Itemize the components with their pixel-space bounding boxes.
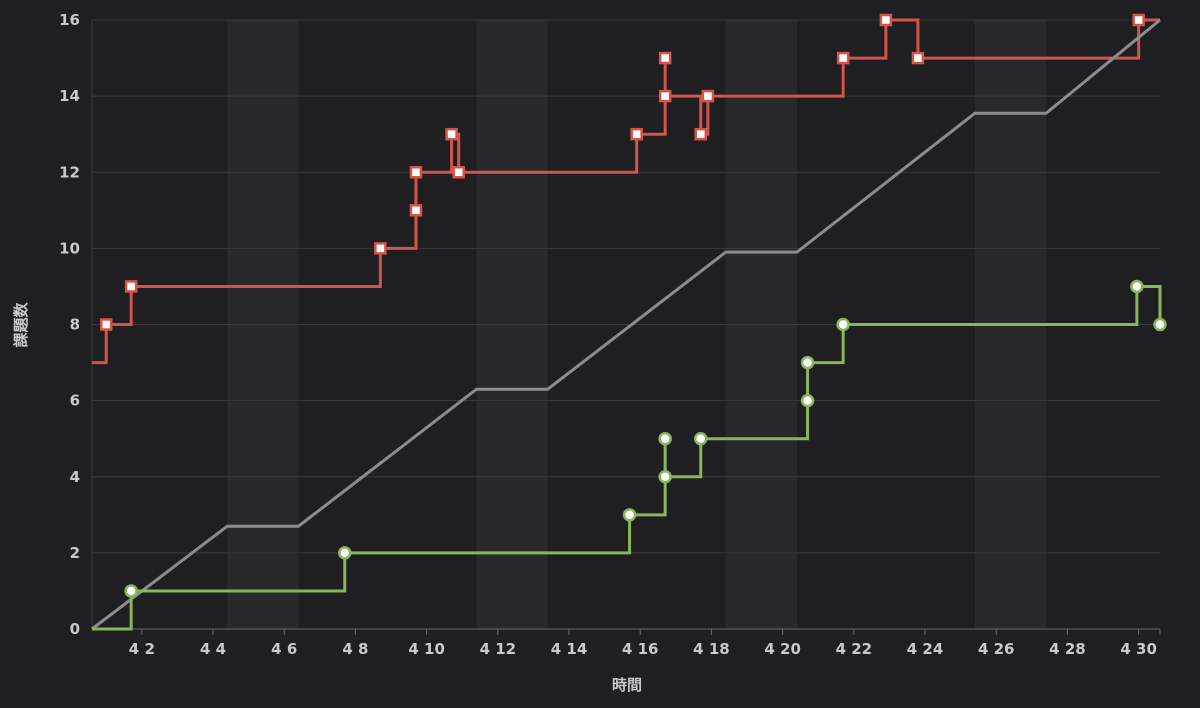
x-tick-label: 4 10: [408, 640, 445, 658]
data-point-square: [1132, 13, 1145, 27]
data-point-square: [658, 89, 672, 103]
data-point-circle: [658, 470, 672, 484]
x-tick-label: 4 14: [551, 640, 588, 658]
data-point-circle: [836, 317, 850, 332]
data-point-square: [409, 204, 423, 217]
x-tick-label: 4 4: [200, 640, 226, 658]
data-point-square: [124, 280, 138, 293]
series-lines: [91, 18, 1162, 631]
series-line: [92, 18, 1160, 365]
data-point-circle: [658, 431, 672, 446]
data-point-square: [99, 318, 113, 331]
data-point-square: [911, 51, 925, 65]
data-point-circle: [124, 584, 138, 598]
data-point-circle: [1130, 279, 1144, 294]
data-point-circle: [694, 431, 708, 446]
y-tick-label: 6: [70, 392, 80, 410]
x-tick-label: 4 6: [271, 640, 297, 658]
series-markers: [99, 13, 1167, 598]
data-point-square: [409, 166, 423, 179]
x-tick-label: 4 30: [1120, 640, 1157, 658]
data-point-circle: [800, 393, 815, 408]
y-tick-label: 10: [59, 239, 80, 257]
data-point-circle: [800, 355, 815, 370]
y-tick-label: 2: [70, 544, 80, 562]
x-tick-label: 4 2: [129, 640, 155, 658]
x-tick-label: 4 28: [1049, 640, 1086, 658]
y-tick-label: 0: [70, 620, 80, 638]
data-point-circle: [1153, 317, 1167, 332]
x-tick-label: 4 26: [978, 640, 1015, 658]
x-axis-title: 時間: [612, 676, 642, 694]
series-line: [91, 18, 1161, 631]
data-point-square: [879, 13, 893, 27]
data-point-circle: [622, 508, 637, 522]
data-point-square: [630, 127, 643, 141]
y-tick-label: 12: [59, 163, 80, 181]
x-tick-label: 4 8: [342, 640, 368, 658]
y-tick-label: 8: [70, 316, 80, 334]
y-axis-title: 課題数: [12, 302, 30, 348]
x-tick-label: 4 22: [836, 640, 873, 658]
data-point-circle: [338, 546, 352, 560]
data-point-square: [445, 127, 458, 141]
x-tick-label: 4 16: [622, 640, 659, 658]
y-tick-label: 14: [59, 87, 80, 105]
y-tick-label: 4: [70, 468, 80, 486]
x-tick-label: 4 24: [907, 640, 944, 658]
x-tick-label: 4 12: [480, 640, 517, 658]
data-point-square: [452, 166, 465, 179]
series-line: [92, 284, 1162, 631]
data-point-square: [836, 51, 850, 65]
y-tick-label: 16: [59, 11, 80, 29]
data-point-square: [658, 51, 672, 65]
x-tick-label: 4 20: [764, 640, 801, 658]
x-tick-label: 4 18: [693, 640, 730, 658]
data-point-square: [374, 242, 387, 255]
axes: 0 2 4 6 8 10 12 14 16 4 2 4 4 4 6 4 8 4 10 4 12 4 14 4 1…: [59, 11, 1161, 658]
data-point-square: [701, 89, 715, 103]
data-point-square: [694, 127, 708, 141]
